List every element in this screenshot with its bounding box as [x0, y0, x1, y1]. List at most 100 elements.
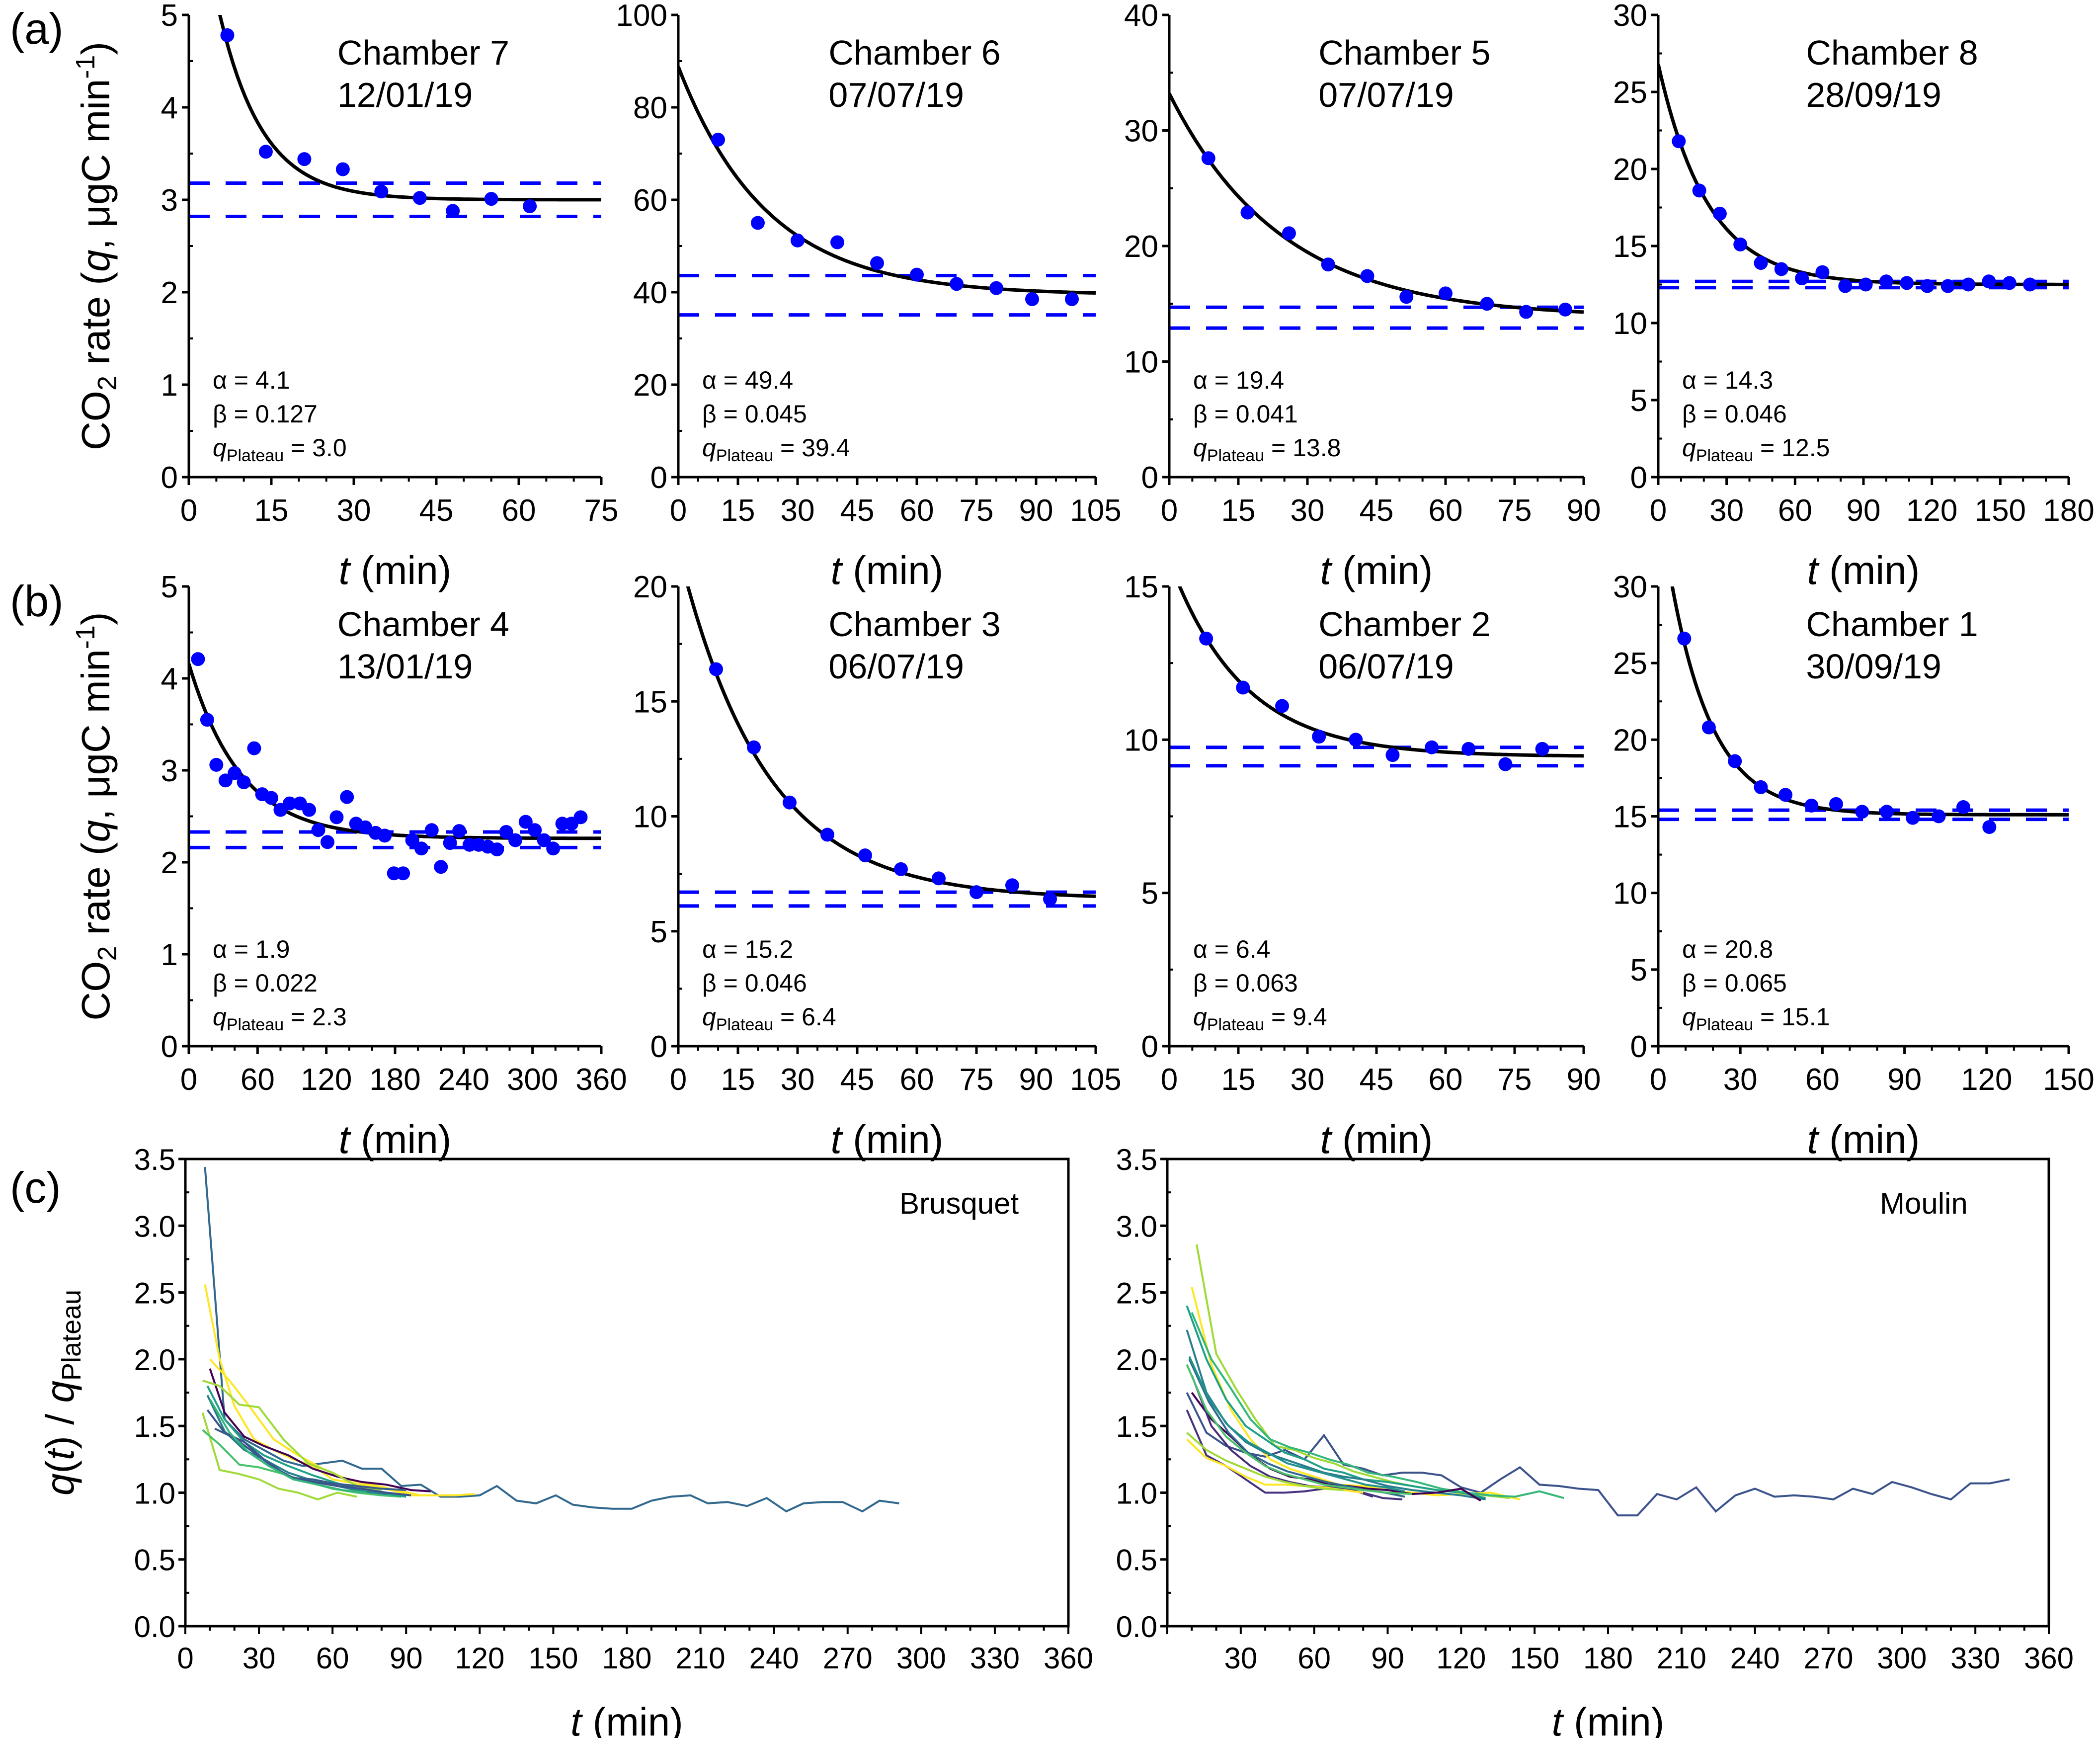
- data-point: [490, 842, 504, 857]
- data-point: [1399, 290, 1414, 304]
- x-tick-label: 0: [1650, 494, 1667, 528]
- param-q-plateau: qPlateau = 12.5: [1682, 434, 1830, 465]
- data-point: [1312, 730, 1326, 744]
- measurement-date: 12/01/19: [337, 76, 473, 114]
- y-tick-label: 0: [161, 1030, 178, 1064]
- data-point: [499, 825, 513, 839]
- data-point: [1005, 878, 1019, 893]
- x-tick-label: 120: [1906, 494, 1957, 528]
- data-point: [1956, 800, 1970, 814]
- x-tick-label: 0: [670, 1063, 687, 1097]
- x-tick-label: 150: [1510, 1642, 1559, 1675]
- panel-label-c: (c): [10, 1163, 61, 1212]
- data-point: [358, 820, 373, 834]
- x-axis-unit: (min): [842, 1117, 943, 1161]
- y-axis-paren: (: [38, 1460, 82, 1474]
- y-tick-label: 20: [1613, 153, 1647, 187]
- param-q-subscript: Plateau: [1207, 1015, 1264, 1034]
- param-q-subscript: Plateau: [716, 1015, 773, 1034]
- chamber-title: Chamber 3: [828, 605, 1000, 644]
- data-point: [573, 810, 588, 825]
- y-tick-label: 1.5: [134, 1410, 175, 1443]
- x-axis-unit: (min): [1563, 1700, 1664, 1738]
- x-tick-label: 330: [970, 1642, 1020, 1675]
- data-point: [1754, 256, 1768, 270]
- data-point: [1275, 699, 1290, 713]
- data-point: [523, 199, 537, 214]
- data-point: [1712, 206, 1727, 221]
- x-tick-label: 15: [721, 1063, 755, 1097]
- y-axis-co: CO: [74, 961, 118, 1021]
- data-point: [258, 145, 273, 159]
- x-axis-title: t (min): [339, 548, 452, 592]
- y-tick-label: 1.0: [134, 1477, 175, 1510]
- data-point: [1932, 809, 1946, 824]
- y-tick-label: 1.0: [1116, 1477, 1157, 1510]
- x-tick-label: 120: [455, 1642, 504, 1675]
- y-tick-label: 0: [1630, 1030, 1647, 1064]
- param-alpha: α = 14.3: [1682, 366, 1773, 394]
- y-tick-label: 30: [1613, 0, 1647, 33]
- param-q-subscript: Plateau: [1207, 446, 1264, 465]
- y-axis-q: q: [74, 820, 118, 842]
- x-tick-label: 270: [823, 1642, 873, 1675]
- x-tick-label: 120: [1436, 1642, 1486, 1675]
- y-tick-label: 20: [1124, 230, 1158, 264]
- y-tick-label: 10: [633, 800, 667, 834]
- x-tick-label: 30: [781, 494, 815, 528]
- data-point: [443, 836, 457, 850]
- param-q-value: = 13.8: [1264, 434, 1341, 462]
- x-tick-label: 15: [1221, 1063, 1256, 1097]
- data-point: [1855, 805, 1869, 819]
- y-tick-label: 3: [161, 183, 178, 218]
- x-tick-label: 0: [180, 494, 197, 528]
- series-line: [1188, 1356, 1405, 1492]
- data-point: [1701, 720, 1716, 735]
- param-beta: β = 0.127: [213, 400, 318, 428]
- x-tick-label: 30: [1291, 494, 1325, 528]
- data-point: [751, 216, 765, 230]
- x-axis-var: t: [1320, 548, 1333, 592]
- y-tick-label: 0.0: [134, 1610, 175, 1644]
- param-q-plateau: qPlateau = 39.4: [702, 434, 850, 465]
- y-tick-label: 0.5: [134, 1544, 175, 1577]
- x-tick-label: 180: [2043, 494, 2094, 528]
- chart-panel-moulin: 0.0 0.5 1.0 1.5 2.0 2.5 3.0 3.5 30 60 90 120 150 180 2…: [1116, 1143, 2074, 1738]
- x-tick-label: 150: [2043, 1063, 2094, 1097]
- data-point: [1535, 742, 1549, 756]
- x-tick-label: 360: [1044, 1642, 1093, 1675]
- x-tick-label: 0: [177, 1642, 193, 1675]
- data-point: [264, 791, 278, 805]
- param-beta: β = 0.065: [1682, 969, 1787, 997]
- chart-panel-chamber-5: 0 10 20 30 40 0 15 30 45 60 75 90 Chamber 5 07/07/19 α…: [1124, 0, 1601, 592]
- data-point: [412, 191, 427, 205]
- data-point: [1858, 277, 1873, 292]
- data-point: [969, 885, 983, 900]
- param-alpha: α = 6.4: [1193, 935, 1270, 963]
- y-axis-unit: , μgC min: [74, 79, 118, 250]
- data-point: [1519, 305, 1534, 319]
- x-tick-label: 90: [1567, 494, 1601, 528]
- x-axis-var: t: [339, 1117, 351, 1161]
- y-axis-subscript: Plateau: [57, 1290, 86, 1381]
- y-tick-label: 60: [633, 183, 667, 218]
- x-tick-label: 150: [1975, 494, 2026, 528]
- data-point: [237, 775, 251, 790]
- data-point: [747, 740, 761, 754]
- y-tick-label: 3.0: [134, 1210, 175, 1243]
- param-q-value: = 12.5: [1753, 434, 1830, 462]
- data-point: [1728, 754, 1742, 768]
- chart-panel-chamber-3: 0 5 10 15 20 0 15 30 45 60 75 90 105 Chamber 306/07/1…: [633, 570, 1122, 1161]
- y-tick-label: 0: [161, 461, 178, 495]
- data-point: [1498, 757, 1513, 771]
- y-axis-slash: ) /: [38, 1403, 82, 1449]
- data-point: [1879, 274, 1893, 289]
- chamber-title: Chamber 6: [828, 33, 1000, 72]
- x-tick-label: 75: [960, 1063, 994, 1097]
- data-point: [1838, 279, 1853, 293]
- y-axis-q2: q: [38, 1381, 82, 1403]
- x-axis-unit: (min): [1331, 1117, 1433, 1161]
- series-line: [206, 1395, 387, 1495]
- data-point: [1461, 742, 1476, 756]
- x-axis-var: t: [1552, 1700, 1564, 1738]
